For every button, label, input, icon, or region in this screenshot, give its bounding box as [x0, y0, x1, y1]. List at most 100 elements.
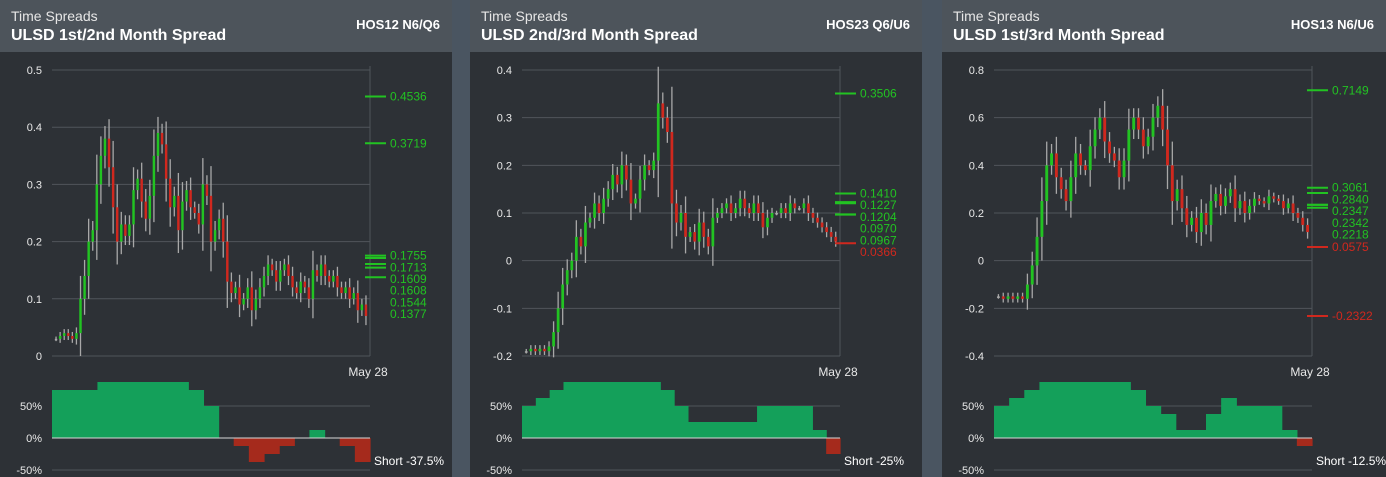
- candle-body: [311, 270, 315, 299]
- level-label: 0.1608: [390, 284, 427, 298]
- candle-body: [144, 201, 147, 219]
- indicator-bar: [1296, 438, 1313, 446]
- candle-body: [1267, 196, 1271, 204]
- indicator-bar: [522, 406, 537, 438]
- candle-body: [1277, 198, 1281, 202]
- candle-body: [136, 178, 139, 191]
- candle-body: [1141, 129, 1145, 147]
- spread-chart[interactable]: 0.5 0.4 0.3 0.2 0.1 0 May 28 0.4536 0.3719 0.1755…: [0, 52, 452, 477]
- candle-body: [140, 178, 143, 202]
- level-label: 0.0366: [860, 245, 897, 259]
- candle-body: [1083, 165, 1087, 171]
- candle-body: [1093, 129, 1097, 147]
- candle-body: [647, 165, 651, 171]
- candle-body: [1195, 217, 1198, 233]
- indicator-bar: [264, 438, 280, 454]
- candle-body: [79, 298, 82, 334]
- candle-body: [315, 270, 319, 276]
- indicator-bar: [158, 382, 174, 438]
- panel-supertitle: Time Spreads: [953, 8, 1040, 24]
- candle-body: [262, 275, 266, 288]
- candle-body: [1132, 117, 1136, 130]
- candle-body: [734, 208, 737, 213]
- indicator-bar: [674, 406, 689, 438]
- candle-body: [83, 275, 86, 299]
- candle-body: [524, 351, 528, 353]
- indicator-bar: [1160, 414, 1177, 438]
- candle-body: [738, 198, 742, 209]
- candle-body: [807, 203, 810, 213]
- candle-body: [797, 208, 801, 210]
- candle-body: [287, 264, 290, 276]
- candle-body: [62, 333, 66, 336]
- candle-body: [270, 264, 274, 271]
- candle-body: [606, 189, 610, 199]
- candle-body: [266, 264, 270, 276]
- indicator-bar: [339, 438, 356, 446]
- candle-body: [593, 203, 596, 218]
- candle-body: [693, 232, 697, 242]
- candle-body: [242, 298, 245, 305]
- contract-code: HOS23 Q6/U6: [826, 17, 910, 32]
- candle-body: [364, 304, 368, 316]
- candle-body: [234, 287, 237, 294]
- candle-body: [197, 213, 200, 225]
- candle-body: [1045, 165, 1049, 202]
- level-label: 0.2342: [1332, 216, 1369, 230]
- candle-body: [291, 275, 294, 288]
- candle-body: [996, 296, 1000, 298]
- position-label: Short -37.5%: [374, 454, 444, 468]
- indicator-y-tick-label: -50%: [16, 465, 42, 477]
- candle-body: [275, 270, 278, 282]
- candle-body: [226, 241, 229, 282]
- indicator-bar: [729, 422, 744, 438]
- indicator-bar: [1281, 430, 1298, 438]
- indicator-bar: [1115, 382, 1131, 438]
- indicator-y-tick-label: -50%: [958, 465, 984, 477]
- candle-body: [529, 348, 533, 352]
- candle-body: [128, 224, 131, 236]
- indicator-bar: [1009, 398, 1025, 438]
- contract-code: HOS12 N6/Q6: [356, 17, 440, 32]
- indicator-bar: [701, 422, 717, 438]
- candle-body: [1175, 189, 1179, 202]
- candle-body: [332, 275, 335, 282]
- candle-body: [352, 293, 355, 299]
- candle-body: [148, 195, 152, 219]
- candle-body: [1224, 196, 1227, 206]
- indicator-bar: [1266, 406, 1283, 438]
- candle-body: [793, 203, 797, 209]
- candle-body: [829, 232, 833, 237]
- panel-header: Time Spreads ULSD 1st/3rd Month Spread H…: [942, 0, 1386, 52]
- panel-supertitle: Time Spreads: [11, 8, 98, 24]
- indicator-bar: [1190, 430, 1207, 438]
- candle-body: [584, 222, 587, 247]
- y-tick-label: 0: [506, 256, 512, 268]
- candle-body: [173, 195, 176, 208]
- candle-body: [201, 184, 205, 225]
- chart-panel-1: Time Spreads ULSD 1st/2nd Month Spread H…: [0, 0, 452, 477]
- candle-body: [99, 155, 103, 185]
- candle-body: [811, 213, 815, 218]
- candle-body: [238, 287, 241, 305]
- indicator-bar: [618, 382, 634, 438]
- candle-body: [743, 198, 747, 209]
- candle-body: [1166, 129, 1169, 166]
- indicator-bar: [798, 406, 813, 438]
- candle-body: [1127, 129, 1131, 161]
- candle-body: [720, 208, 724, 213]
- candle-body: [95, 184, 99, 231]
- indicator-bar: [577, 382, 592, 438]
- candle-body: [688, 232, 692, 237]
- candle-body: [1296, 213, 1300, 218]
- candle-body: [620, 165, 624, 185]
- candle-body: [1306, 224, 1310, 233]
- candle-body: [279, 270, 282, 282]
- candle-body: [643, 165, 646, 180]
- candle-body: [1170, 165, 1174, 202]
- candle-body: [1025, 284, 1029, 299]
- candle-body: [164, 144, 168, 179]
- level-label: 0.4536: [390, 90, 427, 104]
